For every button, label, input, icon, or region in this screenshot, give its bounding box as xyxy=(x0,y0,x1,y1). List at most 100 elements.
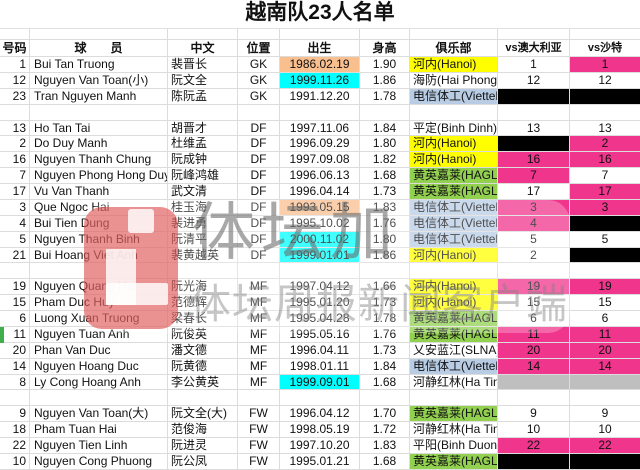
spacer-cell[interactable] xyxy=(360,390,410,407)
cell-height[interactable]: 1.80 xyxy=(360,231,410,248)
cell-birthdate[interactable]: 1996.04.12 xyxy=(280,406,360,423)
col-header-number[interactable]: 号码 xyxy=(0,40,30,57)
spacer-cell[interactable] xyxy=(280,29,360,40)
cell-birthdate[interactable]: 1995.04.28 xyxy=(280,311,360,327)
cell-number[interactable]: 7 xyxy=(0,168,30,184)
cell-vs-australia[interactable]: 9 xyxy=(498,406,570,423)
spacer-cell[interactable] xyxy=(410,390,498,407)
spacer-cell[interactable] xyxy=(360,29,410,40)
cell-vs-saudi[interactable]: 2 xyxy=(570,136,640,153)
spacer-cell[interactable] xyxy=(30,263,168,280)
cell-birthdate[interactable]: 1991.12.20 xyxy=(280,88,360,105)
cell-chinese-name[interactable]: 桂玉海 xyxy=(168,199,238,216)
cell-vs-australia[interactable]: 10 xyxy=(498,422,570,438)
cell-club[interactable]: 黄英嘉莱(HAGL) xyxy=(410,184,498,200)
cell-player[interactable]: Bui Hoang Viet Anh xyxy=(30,247,168,264)
spacer-cell[interactable] xyxy=(238,390,280,407)
cell-vs-saudi[interactable]: 10 xyxy=(570,422,640,438)
col-header-player[interactable]: 球 员 xyxy=(30,40,168,57)
spacer-cell[interactable] xyxy=(30,29,168,40)
cell-chinese-name[interactable]: 范德辉 xyxy=(168,295,238,311)
cell-height[interactable]: 1.72 xyxy=(360,422,410,438)
cell-club[interactable]: 黄英嘉莱(HAGL) xyxy=(410,311,498,327)
cell-club[interactable]: 平阳(Binh Duong) xyxy=(410,438,498,454)
cell-chinese-name[interactable]: 胡晋才 xyxy=(168,120,238,137)
cell-number[interactable]: 14 xyxy=(0,358,30,375)
cell-number[interactable]: 5 xyxy=(0,231,30,248)
cell-birthdate[interactable]: 1999.09.01 xyxy=(280,374,360,391)
spacer-cell[interactable] xyxy=(30,104,168,121)
cell-player[interactable]: Nguyen Van Toan(大) xyxy=(30,406,168,423)
cell-player[interactable]: Bui Tan Truong xyxy=(30,57,168,73)
cell-vs-australia[interactable]: 12 xyxy=(498,72,570,89)
spacer-cell[interactable] xyxy=(168,390,238,407)
spacer-cell[interactable] xyxy=(0,263,30,280)
cell-chinese-name[interactable]: 阮公凤 xyxy=(168,453,238,470)
cell-club[interactable]: 电信体工(Viettel) xyxy=(410,215,498,232)
cell-chinese-name[interactable]: 阮俊英 xyxy=(168,326,238,343)
cell-position[interactable]: MF xyxy=(238,358,280,375)
col-header-club[interactable]: 俱乐部 xyxy=(410,40,498,57)
cell-height[interactable]: 1.80 xyxy=(360,136,410,153)
cell-position[interactable]: DF xyxy=(238,215,280,232)
cell-player[interactable]: Do Duy Manh xyxy=(30,136,168,153)
cell-club[interactable]: 河内(Hanoi) xyxy=(410,279,498,296)
cell-height[interactable]: 1.70 xyxy=(360,406,410,423)
cell-number[interactable]: 20 xyxy=(0,342,30,359)
cell-chinese-name[interactable]: 裴晋长 xyxy=(168,57,238,73)
cell-player[interactable]: Bui Tien Dung xyxy=(30,215,168,232)
cell-birthdate[interactable]: 1997.09.08 xyxy=(280,152,360,169)
spacer-cell[interactable] xyxy=(0,390,30,407)
cell-birthdate[interactable]: 1997.10.20 xyxy=(280,438,360,454)
cell-number[interactable]: 22 xyxy=(0,438,30,454)
cell-height[interactable]: 1.73 xyxy=(360,295,410,311)
cell-player[interactable]: Nguyen Cong Phuong xyxy=(30,453,168,470)
cell-position[interactable]: DF xyxy=(238,136,280,153)
cell-height[interactable]: 1.76 xyxy=(360,215,410,232)
cell-number[interactable]: 23 xyxy=(0,88,30,105)
cell-chinese-name[interactable]: 潘文德 xyxy=(168,342,238,359)
cell-chinese-name[interactable]: 李公黄英 xyxy=(168,374,238,391)
cell-birthdate[interactable]: 1998.05.19 xyxy=(280,422,360,438)
cell-position[interactable]: FW xyxy=(238,438,280,454)
spacer-cell[interactable] xyxy=(570,29,640,40)
cell-player[interactable]: Nguyen Phong Hong Duy xyxy=(30,168,168,184)
cell-vs-saudi[interactable]: 12 xyxy=(570,73,640,89)
cell-chinese-name[interactable]: 阮光海 xyxy=(168,279,238,296)
cell-chinese-name[interactable]: 阮进灵 xyxy=(168,438,238,454)
cell-number[interactable]: 3 xyxy=(0,199,30,216)
spacer-cell[interactable] xyxy=(360,104,410,121)
cell-chinese-name[interactable]: 杜维孟 xyxy=(168,136,238,153)
cell-chinese-name[interactable]: 裴黄越英 xyxy=(168,247,238,264)
cell-position[interactable]: MF xyxy=(238,342,280,359)
cell-vs-australia[interactable]: 11 xyxy=(498,326,570,343)
col-header-chinese-name[interactable]: 中文 xyxy=(168,40,238,57)
cell-vs-saudi[interactable]: 14 xyxy=(570,358,640,375)
spacer-cell[interactable] xyxy=(410,104,498,121)
cell-number[interactable]: 6 xyxy=(0,311,30,327)
cell-vs-saudi[interactable]: 22 xyxy=(570,438,640,454)
cell-birthdate[interactable]: 1998.01.11 xyxy=(280,358,360,375)
cell-birthdate[interactable]: 1999.11.26 xyxy=(280,72,360,89)
cell-number[interactable]: 21 xyxy=(0,247,30,264)
cell-number[interactable]: 8 xyxy=(0,374,30,391)
cell-position[interactable]: MF xyxy=(238,311,280,327)
cell-number[interactable]: 10 xyxy=(0,453,30,470)
cell-height[interactable]: 1.84 xyxy=(360,120,410,137)
cell-club[interactable]: 黄英嘉莱(HAGL) xyxy=(410,326,498,343)
cell-vs-saudi[interactable]: 5 xyxy=(570,232,640,248)
cell-vs-saudi[interactable]: 19 xyxy=(570,279,640,296)
cell-number[interactable]: 16 xyxy=(0,152,30,169)
cell-chinese-name[interactable]: 阮黄德 xyxy=(168,358,238,375)
cell-player[interactable]: Ho Tan Tai xyxy=(30,120,168,137)
cell-position[interactable]: DF xyxy=(238,120,280,137)
cell-height[interactable]: 1.68 xyxy=(360,374,410,391)
cell-chinese-name[interactable]: 陈阮孟 xyxy=(168,88,238,105)
col-header-vs-saudi[interactable]: vs沙特 xyxy=(570,40,640,57)
cell-club[interactable]: 海防(Hai Phong) xyxy=(410,72,498,89)
cell-number[interactable]: 15 xyxy=(0,295,30,311)
cell-position[interactable]: FW xyxy=(238,422,280,438)
cell-chinese-name[interactable]: 范俊海 xyxy=(168,422,238,438)
cell-position[interactable]: DF xyxy=(238,199,280,216)
cell-club[interactable]: 乂安蓝江(SLNA) xyxy=(410,342,498,359)
